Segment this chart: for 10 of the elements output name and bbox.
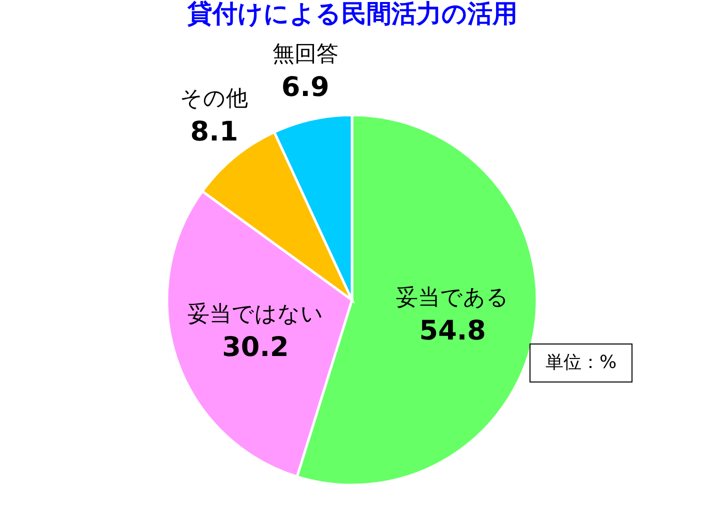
slice-label: 無回答 bbox=[272, 42, 338, 68]
slice-label: 妥当ではない bbox=[187, 302, 324, 328]
chart-title: 貸付けによる民間活力の活用 bbox=[186, 0, 518, 28]
text: 単位：% bbox=[545, 352, 617, 373]
data-label: 6.9 bbox=[281, 72, 330, 104]
slice-label: その他 bbox=[180, 86, 248, 112]
data-label: 8.1 bbox=[190, 116, 238, 148]
slice-label: 妥当である bbox=[396, 285, 510, 310]
data-label: 54.8 bbox=[419, 315, 486, 346]
data-label: 30.2 bbox=[222, 332, 289, 364]
